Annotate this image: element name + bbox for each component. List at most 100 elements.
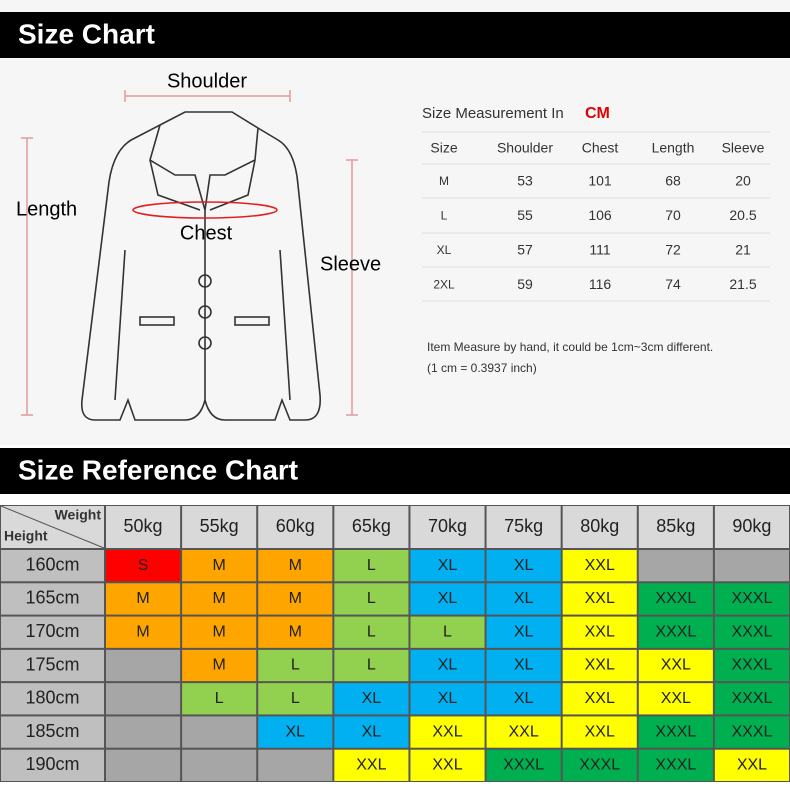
weight-cell	[182, 506, 257, 548]
size-cell	[562, 683, 637, 715]
corner-weight: Weight	[55, 507, 102, 523]
column-header: Shoulder	[497, 140, 553, 156]
weight-label: 65kg	[352, 516, 391, 536]
size-cell	[410, 716, 485, 748]
size-cell	[182, 683, 257, 715]
size-label: XL	[285, 723, 305, 740]
size-label: XXL	[432, 757, 462, 774]
measurement-unit: CM	[585, 105, 610, 122]
corner-diagonal	[0, 505, 105, 549]
size-cell	[182, 749, 257, 781]
size-cell	[562, 550, 637, 582]
size-cell	[714, 550, 789, 582]
weight-cell	[714, 506, 789, 548]
size-cell	[334, 616, 409, 648]
upper-bg	[0, 0, 790, 445]
size-cell	[486, 649, 561, 682]
size-cell	[258, 683, 333, 715]
size-cell	[334, 583, 409, 615]
height-label: 165cm	[25, 588, 79, 608]
size-label: XXL	[737, 757, 767, 774]
cell: 21.5	[729, 276, 756, 292]
size-cell	[106, 583, 181, 615]
size-cell	[714, 649, 789, 682]
size-cell	[638, 716, 713, 748]
size-cell	[714, 583, 789, 615]
corner-height: Height	[4, 528, 48, 544]
size-cell	[410, 649, 485, 682]
size-label: L	[367, 557, 376, 574]
size-cell	[714, 616, 789, 648]
cell: 111	[589, 242, 610, 258]
cell: 116	[589, 276, 612, 292]
size-cell	[334, 716, 409, 748]
weight-label: 55kg	[200, 516, 239, 536]
cell: 2XL	[433, 278, 455, 292]
size-cell	[562, 616, 637, 648]
weight-cell	[334, 506, 409, 548]
size-cell	[638, 649, 713, 682]
size-cell	[562, 649, 637, 682]
weight-label: 90kg	[732, 516, 771, 536]
cell: 59	[517, 276, 533, 292]
height-label: 180cm	[25, 688, 79, 708]
height-label: 175cm	[25, 654, 79, 674]
height-label: 170cm	[25, 621, 79, 641]
cell: 20	[735, 173, 751, 189]
height-cell	[1, 550, 104, 582]
weight-label: 85kg	[656, 516, 695, 536]
height-cell	[1, 649, 104, 682]
size-label: XXL	[661, 657, 691, 674]
chest-ellipse	[132, 201, 278, 219]
size-cell	[334, 649, 409, 682]
size-cell	[106, 649, 181, 682]
size-cell	[258, 583, 333, 615]
size-cell	[410, 583, 485, 615]
cell: L	[441, 209, 448, 223]
note: Item Measure by hand, it could be 1cm~3c…	[427, 340, 713, 354]
cell: 106	[588, 207, 612, 223]
cell: 21	[735, 242, 751, 258]
size-cell	[258, 550, 333, 582]
size-label: XXXL	[731, 623, 772, 640]
cell: 74	[665, 276, 681, 292]
size-label: XXL	[585, 590, 615, 607]
size-cell	[182, 616, 257, 648]
size-cell	[486, 583, 561, 615]
weight-cell	[410, 506, 485, 548]
size-label: M	[289, 623, 302, 640]
size-label: XL	[514, 690, 534, 707]
reference-title: Size Reference Chart	[18, 454, 298, 485]
size-label: M	[213, 657, 226, 674]
size-cell	[106, 550, 181, 582]
size-cell	[182, 649, 257, 682]
height-cell	[1, 683, 104, 715]
size-label: XXXL	[655, 723, 696, 740]
size-label: XXXL	[655, 590, 696, 607]
size-label: XL	[438, 557, 458, 574]
size-label: XXXL	[731, 723, 772, 740]
size-label: XXL	[585, 657, 615, 674]
cell: XL	[437, 243, 452, 257]
length-label: Length	[16, 198, 77, 220]
size-cell	[334, 749, 409, 781]
size-label: M	[289, 557, 302, 574]
height-label: 160cm	[25, 554, 79, 574]
size-cell	[106, 683, 181, 715]
column-header: Length	[652, 140, 695, 156]
height-cell	[1, 583, 104, 615]
weight-cell	[486, 506, 561, 548]
size-label: M	[213, 557, 226, 574]
size-cell	[334, 683, 409, 715]
size-label: XXXL	[655, 623, 696, 640]
size-label: XXXL	[503, 757, 544, 774]
size-cell	[714, 749, 789, 781]
size-label: XL	[362, 723, 382, 740]
weight-cell	[106, 506, 181, 548]
size-label: XXL	[585, 557, 615, 574]
shoulder-label: Shoulder	[167, 70, 247, 92]
size-cell	[182, 716, 257, 748]
size-label: L	[367, 657, 376, 674]
size-cell	[258, 749, 333, 781]
